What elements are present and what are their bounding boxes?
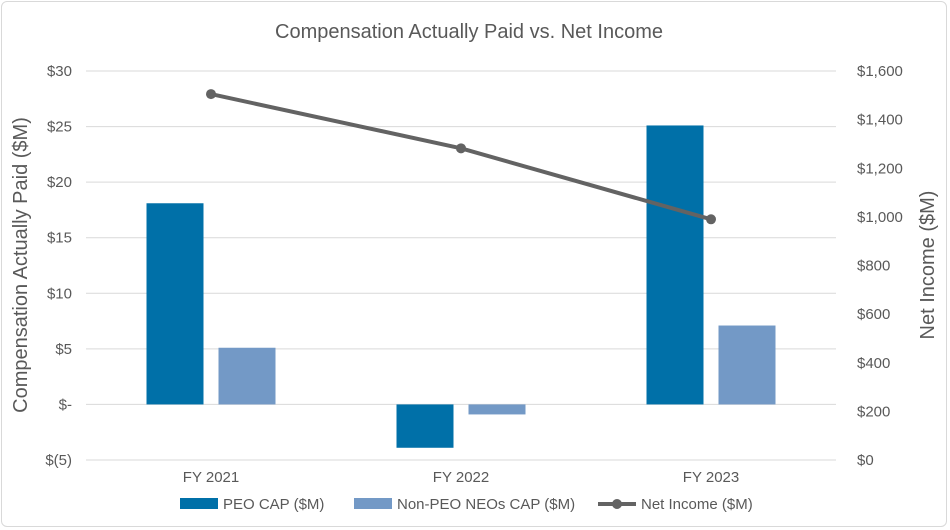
right-tick-label: $1,000 xyxy=(857,209,903,226)
bar-peo-cap xyxy=(646,125,704,405)
legend-peo-cap-swatch xyxy=(180,498,218,509)
bar-non-peo-neos-cap xyxy=(468,404,526,415)
legend-non-peo-neos-cap-swatch xyxy=(354,498,392,509)
bar-non-peo-neos-cap xyxy=(218,347,276,405)
net-income-point xyxy=(206,89,216,100)
right-tick-label: $200 xyxy=(857,403,890,420)
legend: PEO CAP ($M) Non-PEO NEOs CAP ($M) Net Inc… xyxy=(180,496,753,513)
bars xyxy=(146,125,776,448)
legend-net-income-label: Net Income ($M) xyxy=(641,496,753,513)
right-tick-label: $600 xyxy=(857,306,890,323)
legend-non-peo-neos-cap-label: Non-PEO NEOs CAP ($M) xyxy=(397,496,575,513)
left-tick-label: $- xyxy=(59,396,72,413)
right-axis-title: Net Income ($M) xyxy=(917,191,939,340)
right-tick-label: $1,600 xyxy=(857,63,903,80)
right-tick-label: $0 xyxy=(857,452,874,469)
left-tick-label: $5 xyxy=(55,341,72,358)
net-income-series-line xyxy=(210,92,712,222)
net-income-line xyxy=(206,89,716,225)
left-tick-label: $(5) xyxy=(45,452,72,469)
right-tick-label: $800 xyxy=(857,258,890,275)
category-axis: FY 2021 FY 2022 FY 2023 xyxy=(183,469,739,486)
left-axis-title: Compensation Actually Paid ($M) xyxy=(10,117,32,413)
gridlines xyxy=(86,70,836,461)
chart-title: Compensation Actually Paid vs. Net Incom… xyxy=(275,21,663,43)
right-tick-label: $1,400 xyxy=(857,112,903,129)
category-label: FY 2022 xyxy=(433,469,489,486)
left-axis: $30 $25 $20 $15 $10 $5 $- $(5) xyxy=(45,63,72,469)
right-tick-label: $1,200 xyxy=(857,160,903,177)
left-tick-label: $20 xyxy=(47,174,72,191)
bar-peo-cap xyxy=(146,203,204,405)
legend-net-income-swatch-marker xyxy=(612,499,622,509)
right-tick-label: $400 xyxy=(857,355,890,372)
left-tick-label: $25 xyxy=(47,119,72,136)
category-label: FY 2023 xyxy=(683,469,739,486)
right-axis: $1,600 $1,400 $1,200 $1,000 $800 $600 $400 $200… xyxy=(857,63,903,469)
net-income-point xyxy=(456,143,466,154)
category-label: FY 2021 xyxy=(183,469,239,486)
left-tick-label: $15 xyxy=(47,230,72,247)
legend-peo-cap-label: PEO CAP ($M) xyxy=(223,496,324,513)
left-tick-label: $10 xyxy=(47,285,72,302)
net-income-point xyxy=(706,214,716,225)
left-tick-label: $30 xyxy=(47,63,72,80)
bar-non-peo-neos-cap xyxy=(718,325,776,405)
bar-peo-cap xyxy=(396,404,454,448)
